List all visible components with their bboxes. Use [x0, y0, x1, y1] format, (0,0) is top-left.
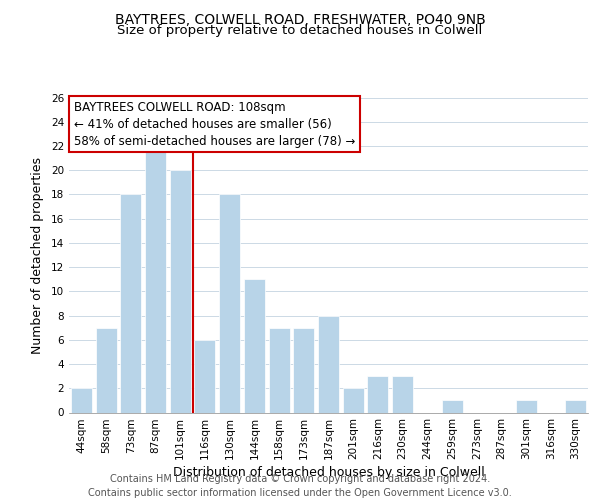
Text: Contains HM Land Registry data © Crown copyright and database right 2024.
Contai: Contains HM Land Registry data © Crown c… — [88, 474, 512, 498]
Bar — [95, 328, 116, 412]
Bar — [194, 340, 215, 412]
Bar — [244, 279, 265, 412]
Bar — [343, 388, 364, 412]
Text: BAYTREES COLWELL ROAD: 108sqm
← 41% of detached houses are smaller (56)
58% of s: BAYTREES COLWELL ROAD: 108sqm ← 41% of d… — [74, 100, 356, 148]
Bar — [170, 170, 191, 412]
Bar — [269, 328, 290, 412]
Bar — [71, 388, 92, 412]
Bar — [293, 328, 314, 412]
X-axis label: Distribution of detached houses by size in Colwell: Distribution of detached houses by size … — [173, 466, 484, 479]
Bar — [318, 316, 339, 412]
Text: BAYTREES, COLWELL ROAD, FRESHWATER, PO40 9NB: BAYTREES, COLWELL ROAD, FRESHWATER, PO40… — [115, 12, 485, 26]
Bar — [565, 400, 586, 412]
Bar — [442, 400, 463, 412]
Bar — [219, 194, 240, 412]
Bar — [516, 400, 537, 412]
Y-axis label: Number of detached properties: Number of detached properties — [31, 156, 44, 354]
Text: Size of property relative to detached houses in Colwell: Size of property relative to detached ho… — [118, 24, 482, 37]
Bar — [392, 376, 413, 412]
Bar — [120, 194, 141, 412]
Bar — [367, 376, 388, 412]
Bar — [145, 146, 166, 412]
